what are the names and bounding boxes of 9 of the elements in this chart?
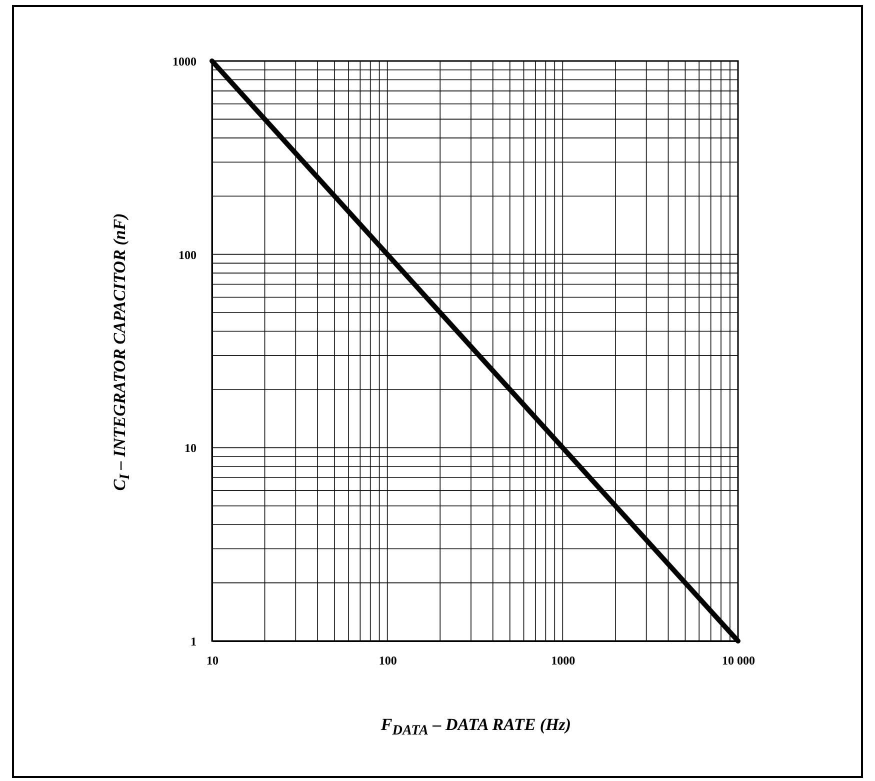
y-tick-label: 1 xyxy=(190,634,196,648)
y-tick-label: 10 xyxy=(184,441,196,456)
y-tick-label: 100 xyxy=(178,248,196,262)
x-tick-label: 100 xyxy=(378,654,397,668)
x-tick-label: 1000 xyxy=(551,654,576,668)
x-tick-label: 10 000 xyxy=(722,654,755,668)
y-tick-label: 1000 xyxy=(172,54,196,68)
x-axis-title: F$_{DATA}$ – DATA RATE (Hz) xyxy=(380,715,572,740)
x-tick-label: 10 xyxy=(206,654,218,668)
